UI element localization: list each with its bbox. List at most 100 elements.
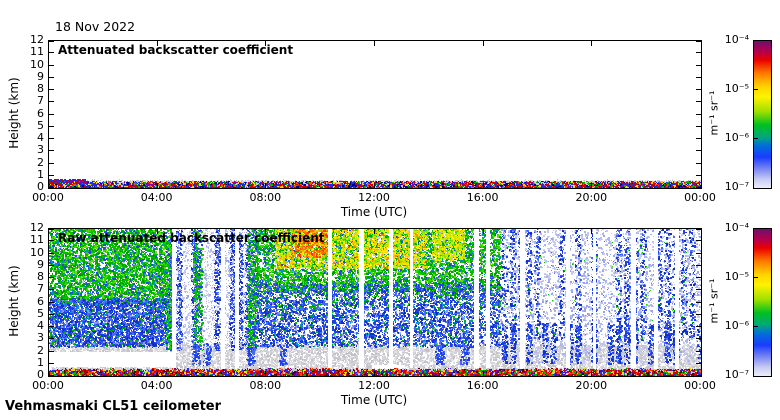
y-tick-mark [696,289,701,290]
colorbar-bottom [753,228,772,377]
x-tick-mark [265,371,266,376]
y-tick-mark [49,351,54,352]
y-tick-mark [49,175,54,176]
y-tick-label: 3 [37,331,44,345]
y-tick-mark [49,89,54,90]
x-tick-label: 16:00 [466,191,499,204]
station-label: Vehmasmaki CL51 ceilometer [5,399,222,414]
y-tick-mark [696,375,701,376]
y-tick-mark [49,138,54,139]
y-tick-mark [696,314,701,315]
colorbar-tick-label: 10⁻⁵ [724,269,749,283]
y-tick-mark [696,363,701,364]
y-tick-mark [696,77,701,78]
y-tick-mark [696,229,701,230]
colorbar-tick-label: 10⁻⁶ [724,319,749,332]
y-tick-mark [49,114,54,115]
y-tick-mark [696,101,701,102]
y-tick-mark [49,363,54,364]
x-tick-mark [374,229,375,234]
y-tick-label: 10 [30,57,44,71]
date-label: 18 Nov 2022 [55,19,136,34]
y-tick-mark [696,326,701,327]
colorbar-tick-label: 10⁻⁶ [724,131,749,144]
colorbar-tick-label: 10⁻⁷ [724,368,749,381]
x-tick-mark [483,229,484,234]
y-tick-label: 7 [37,282,44,296]
y-tick-mark [696,114,701,115]
x-tick-mark [265,183,266,188]
x-axis-label-top: Time (UTC) [340,205,408,219]
x-tick-mark [157,371,158,376]
y-tick-label: 7 [37,94,44,108]
raw-attenuated-backscatter-heatmap-canvas [49,229,701,376]
x-tick-mark [157,229,158,234]
x-tick-mark [483,183,484,188]
panel-title: Raw attenuated backscatter coefficient [58,231,325,245]
colorbar-unit-bottom: m⁻¹ sr⁻¹ [707,278,721,324]
x-tick-label: 04:00 [140,379,173,392]
x-tick-mark [157,41,158,46]
x-tick-label: 20:00 [575,379,608,392]
x-tick-mark [591,41,592,46]
x-tick-label: 00:00 [684,191,716,204]
y-tick-label: 11 [30,233,44,247]
y-tick-label: 4 [37,319,44,332]
y-tick-label: 12 [30,33,44,46]
x-tick-mark [265,229,266,234]
x-tick-mark [157,183,158,188]
y-tick-label: 10 [30,245,44,259]
y-tick-label: 1 [37,167,44,181]
colorbar-tick-mark [754,138,758,139]
y-tick-mark [49,77,54,78]
y-tick-label: 2 [37,155,44,169]
x-axis-label-bottom: Time (UTC) [340,393,408,407]
y-tick-mark [696,175,701,176]
x-tick-label: 08:00 [249,191,282,204]
y-tick-mark [49,163,54,164]
y-tick-mark [696,253,701,254]
panel-attenuated-backscatter: Attenuated backscatter coefficient [48,40,702,189]
y-tick-label: 0 [37,368,44,381]
y-tick-mark [696,138,701,139]
y-tick-mark [49,277,54,278]
y-tick-mark [49,41,54,42]
y-tick-mark [49,326,54,327]
panel-title: Attenuated backscatter coefficient [58,43,294,57]
x-tick-mark [265,41,266,46]
y-tick-mark [696,41,701,42]
y-tick-mark [49,150,54,151]
y-tick-mark [49,253,54,254]
y-tick-label: 8 [37,270,44,283]
y-tick-label: 4 [37,131,44,144]
y-tick-mark [49,375,54,376]
y-tick-mark [49,289,54,290]
y-tick-label: 5 [37,306,44,320]
y-tick-label: 0 [37,180,44,193]
colorbar-tick-label: 10⁻⁴ [724,221,749,234]
y-tick-mark [696,89,701,90]
x-tick-mark [483,41,484,46]
y-tick-mark [696,302,701,303]
y-tick-mark [696,277,701,278]
y-tick-mark [696,351,701,352]
y-tick-mark [49,265,54,266]
x-tick-mark [374,371,375,376]
y-tick-label: 12 [30,221,44,234]
y-tick-label: 9 [37,257,44,271]
x-tick-label: 00:00 [32,191,64,204]
colorbar-tick-mark [754,326,758,327]
x-tick-mark [591,183,592,188]
y-tick-mark [696,126,701,127]
colorbar-tick-mark [754,277,758,278]
y-tick-mark [696,240,701,241]
y-tick-label: 11 [30,45,44,59]
x-tick-label: 20:00 [575,191,608,204]
y-tick-mark [696,65,701,66]
x-tick-mark [591,229,592,234]
y-tick-label: 5 [37,118,44,132]
attenuated-backscatter-heatmap-canvas [49,41,701,188]
y-tick-mark [49,187,54,188]
x-tick-mark [374,183,375,188]
